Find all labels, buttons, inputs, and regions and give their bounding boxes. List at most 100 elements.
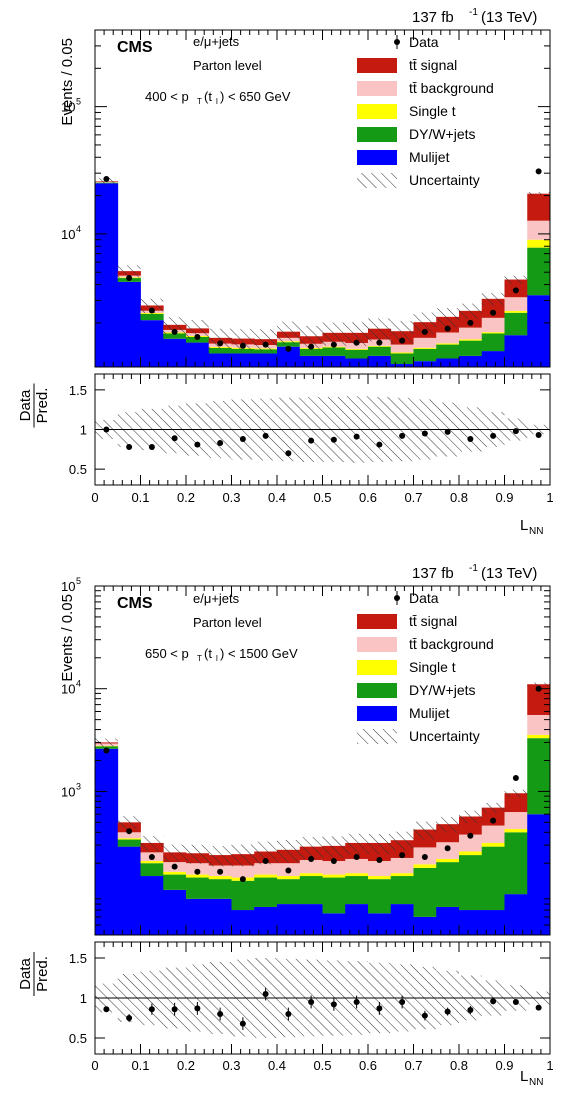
stack-bar-background: [505, 812, 528, 829]
stack-bar-multijet: [254, 907, 277, 935]
ratio-point: [513, 999, 519, 1005]
stack-bar-background: [459, 328, 482, 340]
data-point: [445, 326, 451, 332]
y-tick-label: 10: [61, 227, 75, 242]
stack-bar-dyw: [300, 876, 323, 904]
stack-bar-multijet: [95, 749, 118, 935]
stack-bar-singlet: [300, 873, 323, 876]
ratio-point: [172, 435, 178, 441]
data-point: [217, 340, 223, 346]
x-tick-label: 0.2: [177, 490, 195, 505]
stack-bar-multijet: [277, 904, 300, 935]
legend-label: Uncertainty: [409, 728, 480, 744]
legend-label: DY/W+jets: [409, 682, 476, 698]
cms-label: CMS: [117, 595, 153, 612]
stack-bar-signal: [527, 194, 550, 221]
ratio-label-bottom: Pred.: [34, 388, 51, 424]
channel-label: e/μ+jets: [193, 34, 240, 49]
ratio-point: [285, 1011, 291, 1017]
data-point: [285, 867, 291, 873]
ratio-point: [149, 1006, 155, 1012]
data-point: [536, 168, 542, 174]
stack-bar-singlet: [118, 838, 141, 839]
uncertainty-band: [391, 832, 414, 851]
ratio-point: [536, 432, 542, 438]
stack-bar-singlet: [368, 346, 391, 347]
data-point: [149, 308, 155, 314]
uncertainty-band: [277, 322, 300, 344]
pt-arg-sub: l: [216, 97, 218, 106]
stack-bar-background: [527, 715, 550, 735]
uncertainty-band: [186, 845, 209, 864]
data-point: [376, 340, 382, 346]
uncertainty-band: [414, 822, 437, 840]
legend-label: Uncertainty: [409, 172, 480, 188]
data-point: [513, 287, 519, 293]
ratio-point: [217, 1011, 223, 1017]
level-label: Parton level: [193, 615, 262, 630]
uncertainty-band: [300, 837, 323, 859]
y-tick-exponent: 4: [76, 224, 81, 234]
y-tick-exponent: 5: [76, 576, 81, 586]
stack-bar-singlet: [391, 873, 414, 876]
ratio-point: [126, 444, 132, 450]
uncertainty-band: [368, 318, 391, 341]
ratio-point: [149, 444, 155, 450]
lumi-exponent: -1: [469, 563, 478, 574]
pt-arg: (t: [204, 646, 212, 661]
stack-bar-multijet: [232, 910, 255, 935]
stack-bar-multijet: [209, 353, 232, 367]
stack-bar-background: [368, 861, 391, 876]
stack-bar-singlet: [482, 843, 505, 847]
ratio-point: [240, 436, 246, 442]
stack-bar-singlet: [527, 735, 550, 738]
x-tick-label: 0.5: [313, 490, 331, 505]
uncertainty-band: [482, 803, 505, 813]
legend-swatch: [357, 683, 397, 698]
pt-subscript: T: [197, 97, 202, 106]
pt-range-label: 650 < p: [145, 646, 189, 661]
pt-arg-sub: l: [216, 654, 218, 663]
stack-bar-multijet: [345, 358, 368, 367]
data-point: [194, 869, 200, 875]
uncertainty-band: [277, 840, 300, 862]
ratio-label-top: Data: [17, 958, 34, 990]
uncertainty-band: [368, 834, 391, 854]
ratio-point: [490, 433, 496, 439]
stack-bar-singlet: [505, 311, 528, 313]
data-point: [331, 342, 337, 348]
stack-bar-dyw: [527, 738, 550, 814]
stack-bar-multijet: [323, 356, 346, 367]
stack-bar-singlet: [277, 876, 300, 879]
legend-swatch: [357, 104, 397, 119]
stack-bar-multijet: [414, 917, 437, 935]
stack-bar-multijet: [368, 356, 391, 367]
ratio-point: [513, 428, 519, 434]
uncertainty-band: [436, 817, 459, 832]
data-point: [422, 329, 428, 335]
data-point: [194, 334, 200, 340]
stack-bar-dyw: [209, 879, 232, 899]
ratio-point: [217, 440, 223, 446]
uncertainty-band: [459, 304, 482, 320]
stack-bar-dyw: [436, 345, 459, 359]
stack-bar-singlet: [368, 876, 391, 879]
stack-bar-multijet: [459, 356, 482, 367]
data-point: [399, 852, 405, 858]
x-tick-label: 0.6: [359, 490, 377, 505]
uncertainty-band: [482, 293, 505, 305]
stack-bar-background: [232, 865, 255, 877]
data-point: [240, 343, 246, 349]
cms-label: CMS: [117, 39, 153, 56]
legend-label: Single t: [409, 659, 456, 675]
stack-bar-dyw: [482, 847, 505, 910]
legend-label: Single t: [409, 103, 456, 119]
ratio-point: [308, 438, 314, 444]
data-point: [263, 342, 269, 348]
ratio-point: [103, 1006, 109, 1012]
ratio-point: [126, 1015, 132, 1021]
legend-data-marker: [394, 595, 400, 601]
stack-bar-singlet: [505, 829, 528, 832]
